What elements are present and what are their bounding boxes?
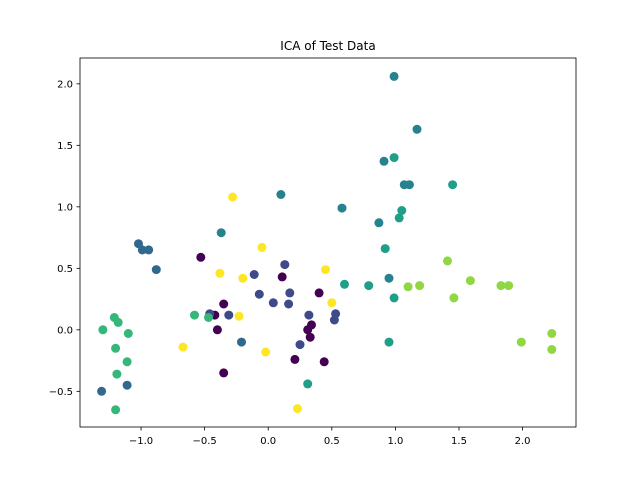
y-tick-label: 1.5: [57, 141, 73, 152]
data-point-g6-4: [465, 276, 475, 286]
data-point-g0-8: [307, 320, 316, 330]
data-point-g2-5: [151, 265, 161, 275]
data-point-g7-5: [257, 242, 267, 252]
data-point-g7-8: [321, 265, 330, 275]
plot-frame: [79, 57, 577, 428]
data-point-g2-4: [144, 245, 154, 255]
data-point-g2-0: [97, 386, 107, 396]
data-point-g4-9: [448, 180, 458, 190]
chart-title: ICA of Test Data: [280, 39, 375, 53]
data-point-g2-3: [137, 245, 147, 255]
data-point-g4-5: [389, 293, 399, 303]
data-point-g5-0: [98, 325, 108, 335]
data-point-g4-7: [394, 213, 404, 223]
y-tick-label: 1.0: [57, 202, 73, 213]
data-point-g7-9: [327, 298, 337, 308]
data-point-g6-1: [415, 281, 425, 291]
data-point-g7-3: [234, 311, 244, 321]
data-point-g5-6: [123, 329, 133, 338]
y-tick-label: 2.0: [57, 79, 73, 90]
data-point-g5-5: [112, 369, 122, 379]
x-tick-label: 1.5: [451, 436, 467, 447]
data-point-g5-9: [204, 313, 213, 322]
data-point-g4-6: [389, 153, 399, 163]
data-point-g3-9: [412, 124, 422, 134]
data-point-g6-9: [547, 345, 557, 354]
data-point-g7-4: [238, 273, 248, 283]
data-point-g0-11: [319, 357, 329, 367]
data-point-g5-4: [111, 405, 121, 415]
y-tick-label: 0.0: [57, 325, 73, 336]
data-point-g0-10: [314, 288, 324, 298]
x-tick-label: 1.0: [387, 436, 403, 447]
data-point-g1-4: [268, 298, 278, 308]
data-point-g1-8: [295, 340, 305, 350]
data-point-g6-3: [449, 293, 459, 303]
data-point-g7-1: [215, 268, 225, 278]
data-point-g6-2: [443, 256, 452, 266]
data-point-g7-6: [261, 347, 271, 357]
data-point-g3-4: [379, 156, 389, 166]
data-point-g2-1: [122, 380, 132, 390]
data-point-g6-7: [516, 337, 526, 347]
x-tick-label: 0.5: [324, 436, 340, 447]
x-tick-label: −1.0: [129, 436, 153, 447]
data-point-g0-3: [219, 299, 229, 309]
data-point-g0-4: [219, 368, 229, 378]
data-point-g5-2: [113, 317, 123, 327]
data-point-g3-3: [374, 218, 384, 228]
x-tick-label: −0.5: [192, 436, 216, 447]
axes-layer: −1.0 −0.5 0.0 0.5 1.0 1.5 2.0 −0.5 0.0 0.5 1.0 1.5 2…: [49, 57, 577, 447]
data-point-g4-3: [380, 244, 390, 254]
data-point-g7-0: [178, 342, 188, 352]
data-point-g5-8: [190, 310, 199, 320]
data-point-g6-6: [504, 281, 514, 291]
data-point-g3-2: [337, 203, 347, 213]
data-point-g4-1: [340, 279, 349, 289]
data-point-g3-8: [404, 180, 414, 190]
data-point-g7-7: [293, 404, 302, 414]
data-point-g1-7: [285, 288, 295, 298]
data-point-g1-1: [224, 310, 234, 320]
points-layer: [97, 71, 557, 415]
data-point-g3-0: [276, 190, 286, 199]
y-tick-label: 0.5: [57, 264, 73, 275]
data-point-g1-9: [304, 310, 314, 320]
y-tick-label: −0.5: [49, 387, 73, 398]
data-point-g0-6: [290, 354, 300, 364]
data-point-g2-6: [237, 337, 246, 347]
data-point-g4-2: [364, 281, 374, 291]
data-point-g3-6: [389, 71, 399, 81]
data-point-g4-4: [384, 337, 394, 347]
data-point-g0-9: [305, 332, 315, 342]
data-point-g4-0: [303, 379, 313, 389]
data-point-g1-2: [249, 270, 259, 279]
data-point-g3-5: [384, 273, 394, 283]
data-point-g6-8: [547, 329, 557, 338]
data-point-g5-3: [111, 343, 121, 353]
x-tick-label: 2.0: [515, 436, 531, 447]
data-point-g0-2: [212, 325, 222, 335]
data-point-g3-1: [216, 228, 226, 238]
data-point-g0-0: [196, 252, 206, 262]
data-point-g1-11: [331, 309, 341, 319]
data-point-g6-0: [403, 282, 413, 292]
x-tick-label: 0.0: [260, 436, 276, 447]
data-point-g0-5: [277, 272, 287, 282]
data-point-g1-6: [284, 299, 294, 309]
data-point-g6-5: [496, 281, 506, 291]
data-point-g5-7: [122, 357, 132, 367]
data-point-g1-3: [254, 289, 264, 299]
data-point-g4-8: [397, 206, 407, 215]
data-point-g1-5: [280, 260, 290, 270]
data-point-g7-2: [228, 192, 238, 202]
